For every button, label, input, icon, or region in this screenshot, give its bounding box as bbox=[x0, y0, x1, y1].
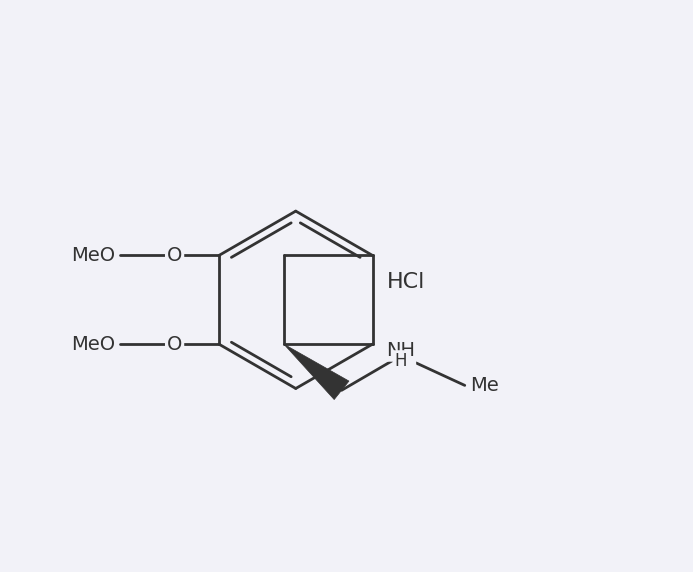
Text: O: O bbox=[167, 246, 182, 265]
Text: HCl: HCl bbox=[387, 272, 425, 292]
Text: H: H bbox=[394, 352, 407, 370]
Text: MeO: MeO bbox=[71, 246, 116, 265]
Text: NH: NH bbox=[386, 341, 415, 360]
Text: MeO: MeO bbox=[71, 335, 116, 353]
Text: N: N bbox=[401, 346, 415, 366]
Text: Me: Me bbox=[470, 376, 498, 395]
Polygon shape bbox=[284, 344, 349, 400]
Text: O: O bbox=[167, 335, 182, 353]
